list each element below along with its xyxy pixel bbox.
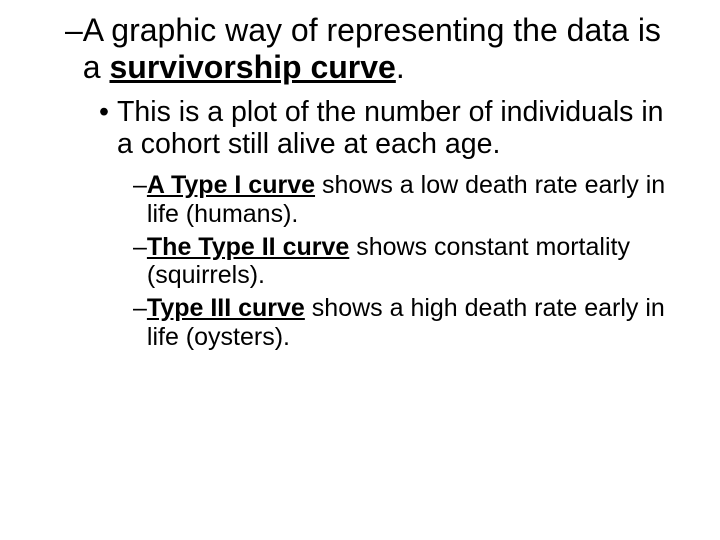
dash-icon: –: [133, 294, 147, 352]
bullet-level2: • This is a plot of the number of indivi…: [99, 96, 680, 162]
level3-text-1: The Type II curve shows constant mortali…: [147, 233, 680, 291]
level3-keyword-1: The Type II curve: [147, 233, 349, 261]
level1-period: .: [396, 49, 405, 85]
bullet-level3-0: – A Type I curve shows a low death rate …: [133, 171, 680, 229]
level3-keyword-2: Type III curve: [147, 294, 305, 322]
level3-text-2: Type III curve shows a high death rate e…: [147, 294, 680, 352]
level3-keyword-0: A Type I curve: [147, 171, 315, 199]
level3-text-0: A Type I curve shows a low death rate ea…: [147, 171, 680, 229]
slide-container: – A graphic way of representing the data…: [0, 0, 720, 540]
level1-text: A graphic way of representing the data i…: [83, 12, 680, 86]
level1-keyword: survivorship curve: [109, 49, 395, 85]
dash-icon: –: [133, 171, 147, 229]
bullet-dot-icon: •: [99, 96, 117, 162]
level2-text: This is a plot of the number of individu…: [117, 96, 680, 162]
bullet-level3-1: – The Type II curve shows constant morta…: [133, 233, 680, 291]
dash-icon: –: [65, 12, 83, 86]
bullet-level1: – A graphic way of representing the data…: [65, 12, 680, 86]
bullet-level3-2: – Type III curve shows a high death rate…: [133, 294, 680, 352]
dash-icon: –: [133, 233, 147, 291]
